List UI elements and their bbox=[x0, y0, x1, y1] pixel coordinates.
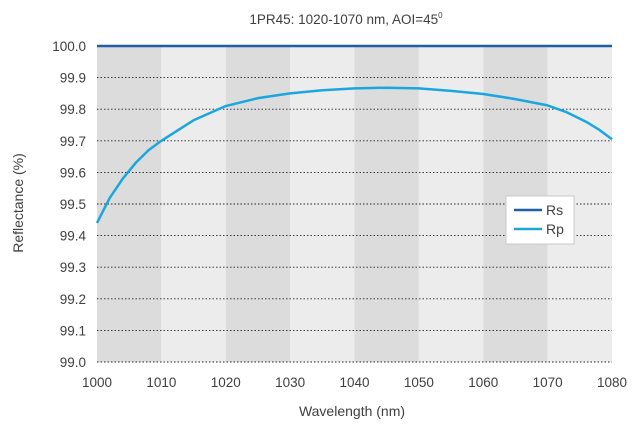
x-tick-label: 1060 bbox=[468, 375, 498, 390]
y-tick-label: 99.5 bbox=[60, 197, 86, 212]
x-tick-label: 1000 bbox=[82, 375, 112, 390]
x-tick-label: 1010 bbox=[146, 375, 176, 390]
background-band bbox=[354, 46, 419, 362]
chart-title-superscript: 0 bbox=[438, 11, 443, 20]
x-tick-label: 1020 bbox=[211, 375, 241, 390]
chart-title-main: 1PR45: 1020-1070 nm, AOI=45 bbox=[249, 12, 438, 27]
y-axis-title: Reflectance (%) bbox=[10, 153, 26, 253]
y-tick-label: 99.4 bbox=[60, 229, 87, 244]
y-tick-label: 99.9 bbox=[60, 71, 86, 86]
x-tick-label: 1050 bbox=[404, 375, 434, 390]
x-tick-labels: 1000 1010 1020 1030 1040 1050 1060 1070 1080 bbox=[82, 375, 627, 390]
y-tick-label: 99.1 bbox=[60, 323, 86, 338]
series-line-rp bbox=[95, 86, 613, 224]
legend-label-rp: Rp bbox=[546, 221, 564, 237]
x-tick-label: 1030 bbox=[275, 375, 305, 390]
legend: Rs Rp bbox=[505, 195, 575, 245]
y-tick-label: 99.0 bbox=[60, 355, 86, 370]
y-tick-label: 99.8 bbox=[60, 102, 86, 117]
y-tick-label: 99.2 bbox=[60, 292, 86, 307]
legend-label-rs: Rs bbox=[546, 202, 563, 218]
series-lines bbox=[95, 44, 613, 224]
background-band bbox=[161, 46, 226, 362]
legend-box bbox=[505, 195, 575, 245]
x-axis-title: Wavelength (nm) bbox=[299, 403, 405, 419]
y-tick-label: 99.6 bbox=[60, 165, 86, 180]
x-tick-label: 1070 bbox=[533, 375, 563, 390]
y-tick-label: 99.7 bbox=[60, 134, 86, 149]
x-tick-label: 1080 bbox=[597, 375, 627, 390]
chart-title: 1PR45: 1020-1070 nm, AOI=450 bbox=[249, 11, 443, 27]
x-tick-label: 1040 bbox=[339, 375, 369, 390]
y-tick-labels: 99.0 99.1 99.2 99.3 99.4 99.5 99.6 99.7 99.8 99.9… bbox=[52, 39, 86, 370]
y-tick-label: 100.0 bbox=[52, 39, 86, 54]
y-tick-label: 99.3 bbox=[60, 260, 86, 275]
